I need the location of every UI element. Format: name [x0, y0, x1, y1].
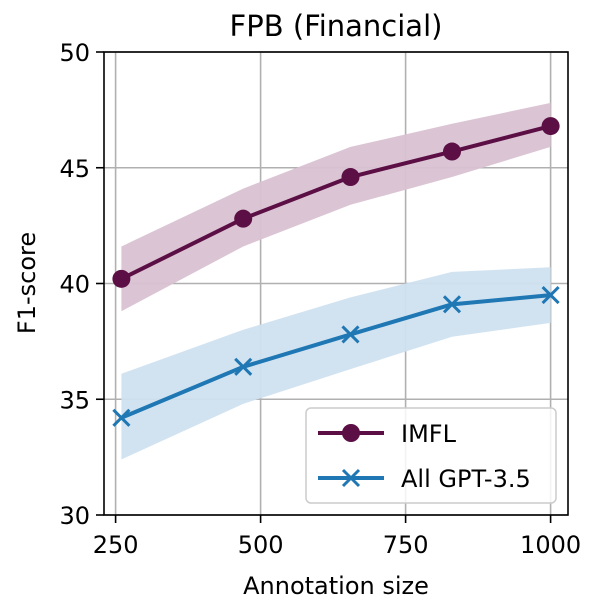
legend-marker — [341, 468, 361, 488]
data-point — [442, 295, 462, 314]
x-tick-label: 250 — [93, 531, 139, 559]
y-tick-label: 40 — [59, 271, 90, 299]
legend: IMFL All GPT-3.5 — [305, 407, 557, 504]
confidence-bands — [121, 102, 551, 460]
x-axis-ticks: 250 500 750 1000 — [93, 515, 581, 559]
data-point — [541, 117, 560, 136]
y-axis-ticks: 30 35 40 45 50 — [59, 39, 104, 530]
legend-marker — [342, 424, 360, 442]
y-tick-label: 45 — [59, 155, 90, 183]
data-point — [234, 357, 253, 376]
x-tick-label: 750 — [383, 531, 429, 559]
series-markers — [112, 117, 560, 427]
x-tick-label: 500 — [238, 531, 284, 559]
data-point — [341, 325, 360, 344]
confidence-band — [121, 267, 551, 460]
chart-title: FPB (Financial) — [230, 9, 443, 43]
data-point — [234, 209, 253, 228]
y-tick-label: 50 — [59, 39, 90, 67]
data-point — [112, 269, 131, 288]
y-tick-label: 30 — [59, 502, 90, 530]
y-axis-label: F1-score — [13, 232, 41, 334]
data-point — [112, 408, 131, 427]
x-axis-label: Annotation size — [243, 572, 429, 600]
legend-label: IMFL — [401, 420, 457, 448]
data-point — [541, 286, 560, 305]
legend-label: All GPT-3.5 — [401, 465, 531, 493]
data-point — [443, 142, 461, 161]
y-tick-label: 35 — [59, 386, 90, 414]
data-point — [341, 168, 360, 187]
x-tick-label: 1000 — [520, 531, 581, 559]
